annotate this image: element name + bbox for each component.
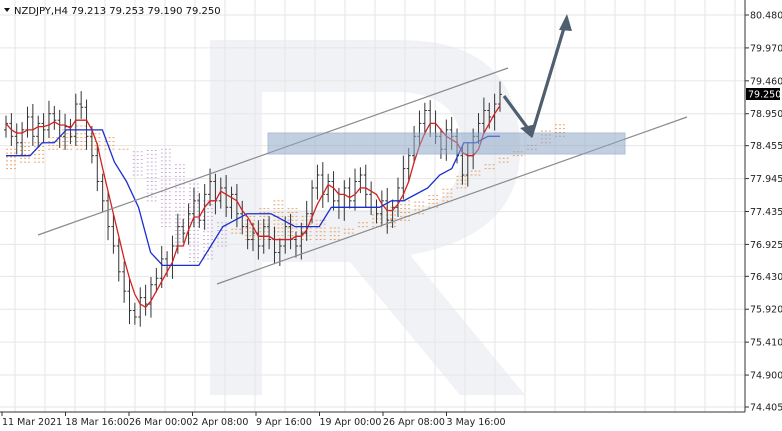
- support-zone: [267, 132, 626, 155]
- x-tick-label: 9 Apr 16:00: [256, 417, 312, 428]
- price-candles: [4, 81, 502, 327]
- kijun-line: [6, 129, 500, 267]
- current-price-tag: 79.250: [746, 88, 781, 101]
- y-tick-label: 78.950: [750, 109, 782, 120]
- ichimoku-cloud: [6, 124, 565, 266]
- y-tick-label: 79.460: [750, 76, 782, 87]
- x-tick-label: 18 Mar 16:00: [66, 417, 129, 428]
- y-tick-label: 75.410: [750, 338, 782, 349]
- forecast-arrowhead-up: [559, 14, 572, 31]
- symbol-header: NZDJPY,H4 79.213 79.253 79.190 79.250: [14, 6, 221, 17]
- header: NZDJPY,H4 79.213 79.253 79.190 79.250: [4, 6, 221, 17]
- y-tick-label: 74.405: [750, 403, 782, 414]
- y-tick-label: 80.480: [750, 11, 782, 22]
- axes: [0, 0, 746, 413]
- annotations: [37, 14, 688, 285]
- y-tick-label: 76.430: [750, 272, 782, 283]
- forecast-arrowhead-down: [520, 124, 536, 138]
- y-tick-label: 79.970: [750, 43, 782, 54]
- grid: [0, 0, 745, 412]
- x-tick-label: 19 Apr 00:00: [320, 417, 382, 428]
- current-price-label: 79.250: [748, 90, 781, 101]
- y-tick-label: 77.945: [750, 174, 782, 185]
- x-tick-label: 26 Mar 00:00: [129, 417, 192, 428]
- y-axis-labels: 80.480 79.970 79.460 78.950 78.455 77.945 77.4…: [745, 11, 782, 414]
- x-tick-label: 2 Apr 08:00: [193, 417, 249, 428]
- watermark-logo: [210, 40, 525, 395]
- x-tick-label: 3 May 16:00: [447, 417, 506, 428]
- y-tick-label: 78.455: [750, 141, 782, 152]
- x-tick-label: 11 Mar 2021: [2, 417, 62, 428]
- y-tick-label: 76.925: [750, 240, 782, 251]
- y-tick-label: 74.900: [750, 371, 782, 382]
- y-tick-label: 75.920: [750, 305, 782, 316]
- x-tick-label: 26 Apr 08:00: [383, 417, 445, 428]
- y-tick-label: 77.435: [750, 207, 782, 218]
- x-axis-labels: 11 Mar 2021 18 Mar 16:00 26 Mar 00:00 2 Apr…: [1, 412, 506, 428]
